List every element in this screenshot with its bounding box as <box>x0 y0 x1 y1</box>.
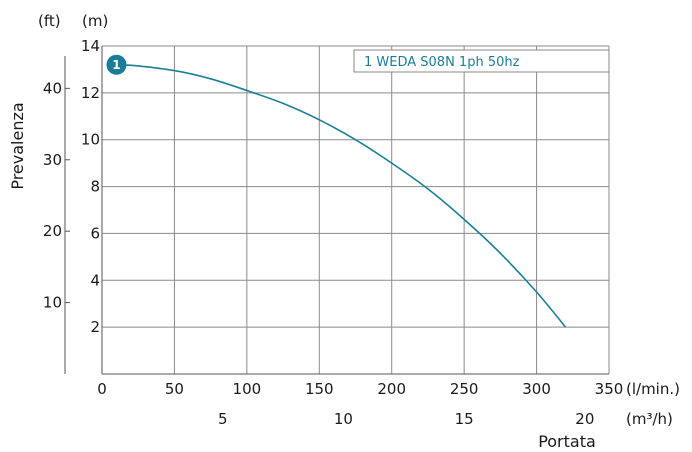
y-unit-primary: (m) <box>82 12 108 30</box>
x-unit-primary: (l/min.) <box>626 380 680 398</box>
data-point-1-9 <box>427 188 429 190</box>
y-tick-label-6: 6 <box>90 224 100 242</box>
series-badge-1 <box>106 54 127 75</box>
legend-label: 1 WEDA S08N 1ph 50hz <box>364 55 520 70</box>
x-tick-label-50: 50 <box>165 380 184 398</box>
data-point-1-13 <box>565 326 567 328</box>
y-tick-label-8: 8 <box>90 178 100 196</box>
data-point-1-2 <box>174 70 176 72</box>
data-point-1-1 <box>137 65 139 67</box>
data-point-1-6 <box>319 119 321 121</box>
axes <box>64 46 609 375</box>
x-secondary-tick-label-5: 5 <box>218 410 228 428</box>
legend: 1 WEDA S08N 1ph 50hz <box>353 49 610 73</box>
data-point-1-8 <box>391 162 393 164</box>
x-axis-title: Portata <box>538 432 596 451</box>
data-point-1-4 <box>246 90 248 92</box>
x-unit-secondary: (m³/h) <box>626 410 673 428</box>
y-axis-title: Prevalenza <box>8 102 27 189</box>
y-secondary-tick-label-20: 20 <box>43 222 62 240</box>
y-tick-label-12: 12 <box>81 84 100 102</box>
y-unit-secondary: (ft) <box>38 12 61 30</box>
data-point-1-7 <box>355 139 357 141</box>
y-tick-label-4: 4 <box>90 271 100 289</box>
series-layer: 1 <box>106 54 567 328</box>
x-tick-label-350: 350 <box>595 380 624 398</box>
x-secondary-tick-label-10: 10 <box>334 410 353 428</box>
y-secondary-tick-label-10: 10 <box>43 294 62 312</box>
y-tick-label-10: 10 <box>81 131 100 149</box>
series-line-1 <box>116 63 567 328</box>
tick-labels: 2 4 6 8 10 12 14 10 20 30 40 0 50 100 150 200 250 300 350 5… <box>43 37 623 428</box>
grid-lines <box>102 45 610 374</box>
legend-box <box>353 49 610 73</box>
x-tick-label-300: 300 <box>522 380 551 398</box>
x-tick-label-100: 100 <box>233 380 262 398</box>
x-secondary-tick-label-15: 15 <box>455 410 474 428</box>
series-badge-label-1: 1 <box>112 58 120 72</box>
x-tick-label-0: 0 <box>97 380 107 398</box>
x-tick-label-250: 250 <box>450 380 479 398</box>
y-secondary-tick-label-40: 40 <box>43 79 62 97</box>
x-tick-label-150: 150 <box>305 380 334 398</box>
y-tick-label-14: 14 <box>81 37 100 55</box>
data-point-1-5 <box>282 103 284 105</box>
data-point-1-10 <box>463 219 465 221</box>
x-secondary-tick-label-20: 20 <box>575 410 594 428</box>
y-secondary-tick-label-30: 30 <box>43 151 62 169</box>
data-point-1-12 <box>536 291 538 293</box>
data-point-1-11 <box>500 253 502 255</box>
data-point-1-3 <box>210 78 212 80</box>
y-tick-label-2: 2 <box>90 318 100 336</box>
x-tick-label-200: 200 <box>377 380 406 398</box>
